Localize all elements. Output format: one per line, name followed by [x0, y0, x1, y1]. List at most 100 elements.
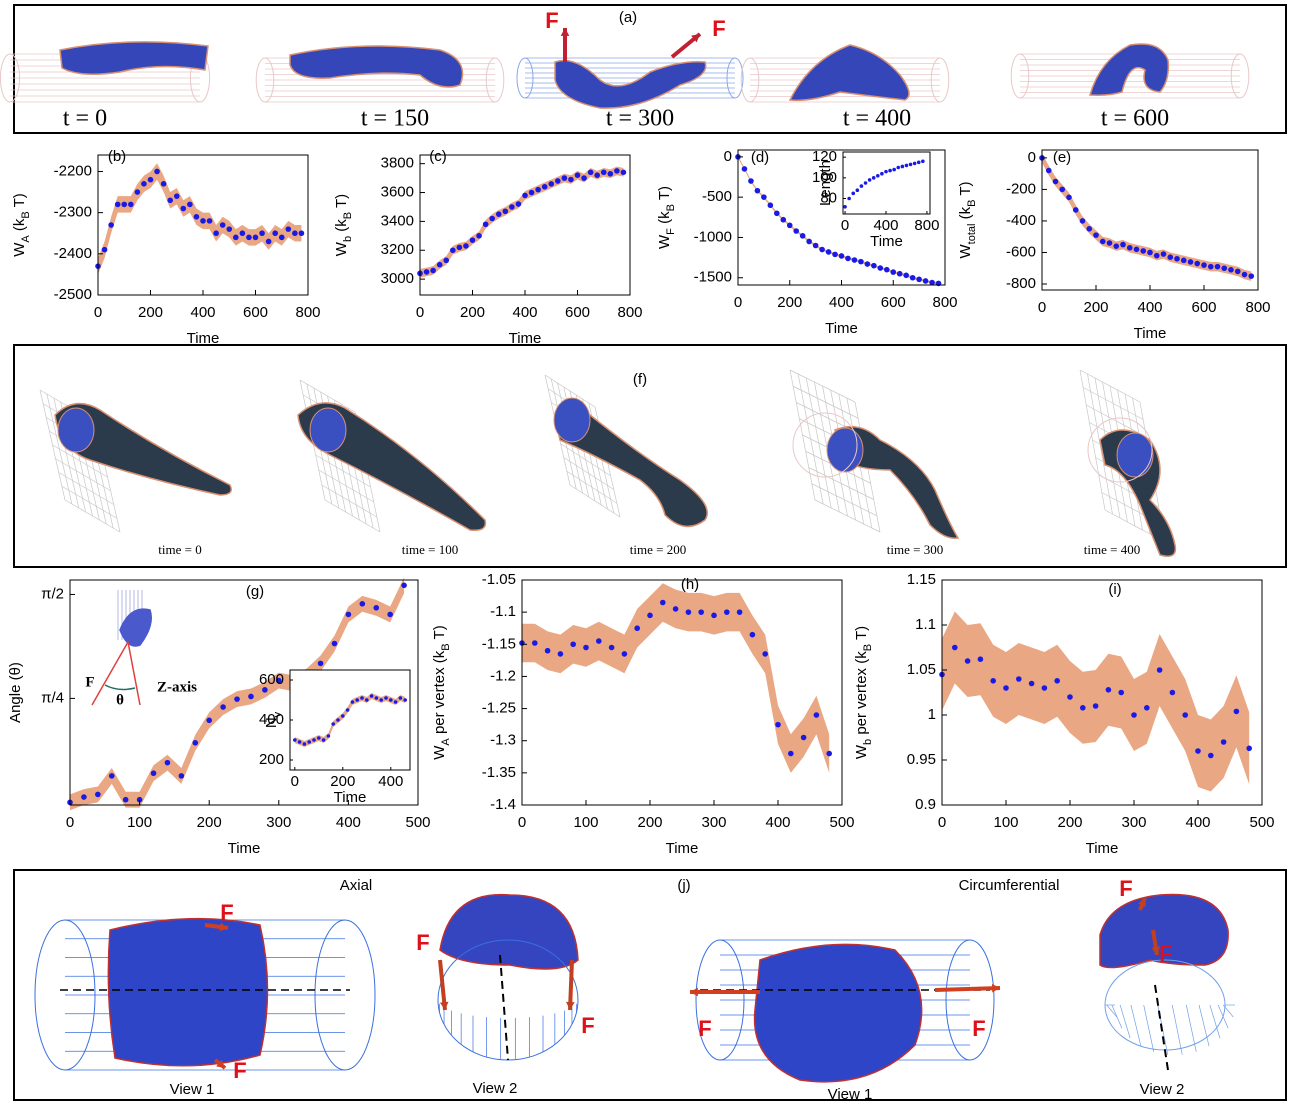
data-point — [326, 734, 331, 738]
data-point — [761, 194, 767, 200]
y-tick-label: -1.4 — [490, 796, 516, 813]
data-point — [469, 237, 476, 243]
data-point — [762, 651, 768, 657]
x-tick-label: 600 — [565, 304, 590, 321]
data-point — [909, 274, 916, 281]
view-label: View 1 — [170, 1081, 215, 1098]
membrane — [54, 402, 232, 496]
data-point — [355, 698, 360, 702]
plane-line — [64, 499, 121, 533]
plane-line — [52, 444, 108, 478]
data-point — [990, 678, 996, 684]
data-point — [1208, 752, 1214, 759]
data-point — [786, 222, 793, 229]
x-tick-label: 400 — [512, 304, 537, 321]
force-label: F — [972, 1016, 985, 1041]
data-point — [276, 677, 282, 684]
data-point — [1133, 246, 1140, 253]
data-point — [262, 687, 268, 693]
plane-line — [61, 485, 118, 519]
data-point — [206, 218, 213, 224]
x-tick-label: 0 — [518, 814, 526, 831]
data-point — [345, 708, 350, 712]
data-point — [843, 204, 847, 209]
y-axis-label-part: B — [440, 643, 452, 650]
x-tick-label: 0 — [841, 217, 849, 234]
data-point — [570, 641, 576, 648]
data-point — [555, 178, 561, 184]
data-point — [134, 189, 141, 195]
membrane — [439, 893, 579, 970]
data-point — [596, 638, 602, 644]
x-tick-label: 0 — [291, 773, 299, 790]
data-point — [1182, 712, 1188, 718]
y-tick-label: -500 — [702, 188, 732, 205]
data-point — [660, 599, 666, 606]
plane-line — [566, 470, 618, 504]
y-axis-label-part: T) — [11, 193, 28, 211]
panel-label: (e) — [1053, 149, 1071, 166]
view-label: View 2 — [1140, 1081, 1185, 1098]
data-point — [173, 193, 180, 199]
data-point — [154, 168, 160, 175]
data-point — [884, 169, 888, 174]
data-point — [298, 230, 305, 237]
tube-end — [0, 53, 21, 103]
y-axis-label: WF (kB T) — [656, 186, 677, 249]
panel-label: (i) — [1108, 581, 1121, 598]
data-point — [620, 169, 627, 176]
data-point — [136, 796, 143, 803]
x-tick-label: 400 — [1137, 299, 1162, 316]
data-point — [192, 739, 199, 746]
x-tick-label: 800 — [1245, 299, 1270, 316]
data-point — [952, 644, 958, 651]
data-point — [1187, 259, 1194, 265]
x-axis-label: Time — [1134, 325, 1167, 342]
data-point — [1126, 244, 1133, 251]
data-point — [374, 696, 379, 700]
data-point — [1241, 271, 1248, 278]
y-axis-label: Length — [817, 160, 834, 206]
force-label: F — [1159, 941, 1172, 966]
data-point — [916, 160, 921, 165]
data-point — [877, 265, 884, 271]
membrane-end — [826, 427, 864, 473]
y-axis-label: WA (kB T) — [11, 193, 32, 257]
error-band — [70, 577, 405, 811]
tube-line — [1198, 1004, 1210, 1047]
data-point — [698, 609, 704, 615]
data-point — [1120, 241, 1126, 248]
y-tick-label: -1500 — [694, 269, 732, 286]
tube-end — [726, 57, 744, 99]
y-axis-label-part: Length — [817, 160, 834, 206]
membrane-end — [309, 407, 347, 453]
data-point — [587, 169, 594, 176]
x-tick-label: 200 — [1057, 814, 1082, 831]
data-point — [1220, 739, 1227, 745]
data-point — [1248, 273, 1255, 279]
y-axis-label-part: (k — [656, 211, 673, 228]
data-point — [532, 640, 538, 646]
y-tick-label: 1 — [928, 706, 936, 723]
arrow-head — [216, 1059, 225, 1068]
data-point — [365, 698, 369, 702]
data-point — [373, 604, 380, 611]
data-point — [430, 267, 436, 274]
data-point — [880, 171, 884, 176]
data-point — [239, 230, 246, 237]
y-tick-label: -800 — [1006, 275, 1036, 292]
data-point — [888, 168, 892, 173]
y-tick-label: 80 — [820, 189, 837, 206]
data-point — [317, 736, 321, 740]
y-axis-label-part: B — [20, 211, 32, 218]
tube-line — [1185, 1004, 1197, 1052]
angle-arc — [104, 684, 136, 691]
y-tick-label: 3400 — [381, 212, 414, 229]
data-point — [476, 233, 482, 239]
vector — [91, 641, 129, 706]
inset-background — [843, 152, 930, 214]
force-label: F — [1119, 876, 1132, 901]
plane-line — [569, 484, 621, 518]
data-point — [252, 234, 259, 241]
force-label: F — [416, 930, 429, 955]
